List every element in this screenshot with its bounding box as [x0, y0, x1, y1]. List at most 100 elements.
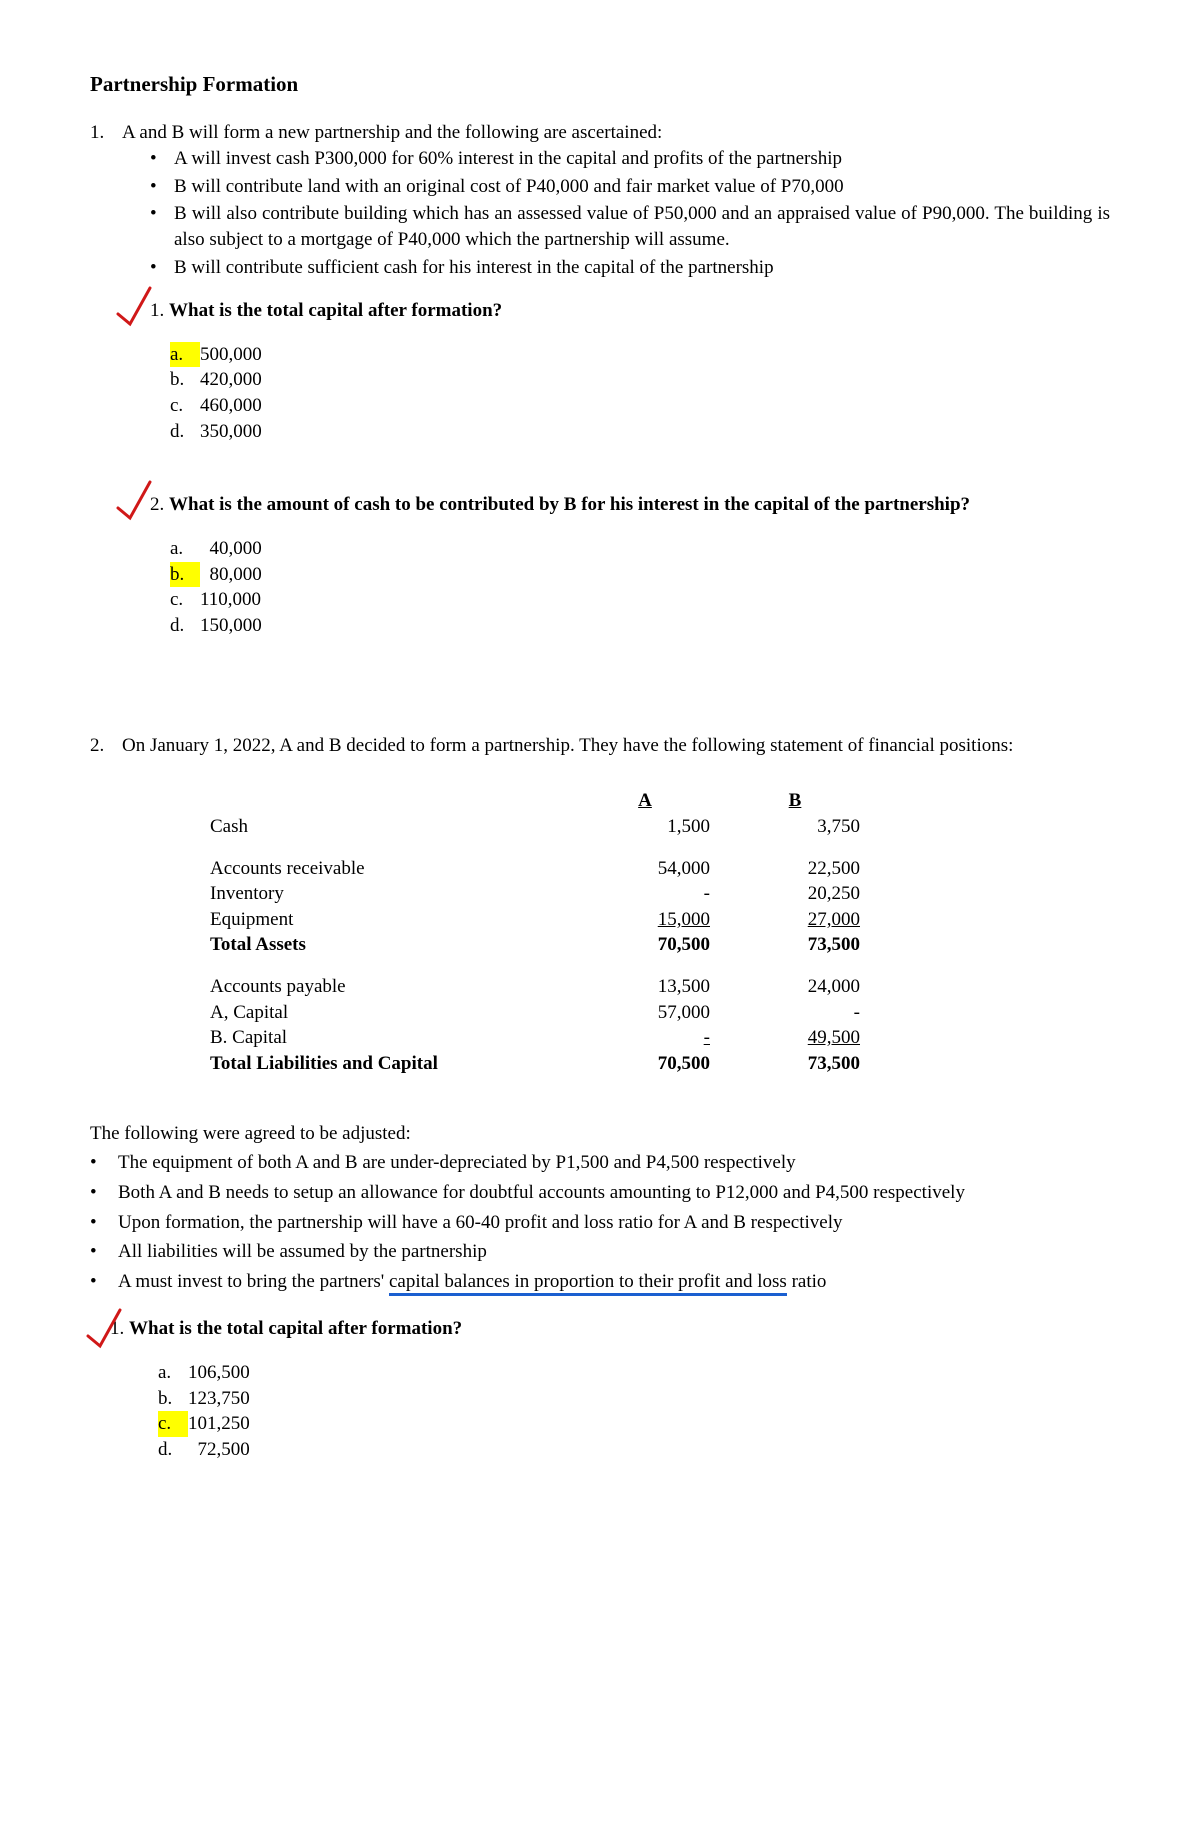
adjustment-text: Both A and B needs to setup an allowance…	[118, 1180, 1110, 1206]
adjustments-list: •The equipment of both A and B are under…	[90, 1150, 1110, 1294]
opt-letter: a.	[170, 342, 200, 368]
table-row: B. Capital-49,500	[210, 1025, 900, 1051]
row-value-b: 22,500	[730, 856, 880, 882]
row-value-a: 13,500	[580, 974, 730, 1000]
row-value-a: 15,000	[580, 907, 730, 933]
col-head-b: B	[730, 788, 880, 814]
row-value-a: -	[580, 1025, 730, 1051]
row-value-b: 49,500	[730, 1025, 880, 1051]
opt-letter: c.	[170, 587, 200, 613]
row-value-b: 73,500	[730, 932, 880, 958]
row-value-b: 3,750	[730, 814, 880, 840]
row-value-b: 24,000	[730, 974, 880, 1000]
opt-letter: c.	[170, 393, 200, 419]
bullet-mark: •	[150, 174, 174, 200]
bullet-mark: •	[90, 1150, 118, 1176]
bullet-mark: •	[90, 1180, 118, 1206]
row-label: Accounts payable	[210, 974, 580, 1000]
table-row: A, Capital57,000-	[210, 1000, 900, 1026]
table-row: Cash1,5003,750	[210, 814, 900, 840]
sub-q-text: What is the total capital after formatio…	[169, 300, 502, 321]
row-value-a: 70,500	[580, 932, 730, 958]
options-1-1: a.500,000 b.420,000 c.460,000 d.350,000	[170, 342, 1110, 445]
question-2-1: 1. What is the total capital after forma…	[110, 1316, 1110, 1342]
checkmark-icon	[82, 1302, 138, 1358]
question-1-2: 2. What is the amount of cash to be cont…	[150, 492, 1110, 518]
row-value-b: 20,250	[730, 881, 880, 907]
bullet-text: B will contribute sufficient cash for hi…	[174, 255, 1110, 281]
table-row: Total Assets70,50073,500	[210, 932, 900, 958]
question-1-1: 1. What is the total capital after forma…	[150, 298, 1110, 324]
bullet-mark: •	[150, 255, 174, 281]
opt-value: 350,000	[200, 419, 262, 445]
row-value-a: 70,500	[580, 1051, 730, 1077]
row-label: B. Capital	[210, 1025, 580, 1051]
checkmark-icon	[112, 474, 168, 530]
opt-letter: c.	[158, 1411, 188, 1437]
opt-value: 106,500	[188, 1360, 250, 1386]
sub-q-text: What is the total capital after formatio…	[129, 1318, 462, 1339]
adjustment-text: All liabilities will be assumed by the p…	[118, 1239, 1110, 1265]
opt-value: 80,000	[200, 562, 262, 588]
problem-1-num: 1.	[90, 120, 122, 638]
row-value-b: 73,500	[730, 1051, 880, 1077]
row-value-a: -	[580, 881, 730, 907]
row-value-a: 1,500	[580, 814, 730, 840]
col-head-a: A	[580, 788, 730, 814]
sub-q-text: What is the amount of cash to be contrib…	[169, 494, 970, 515]
opt-letter: b.	[158, 1386, 188, 1412]
financial-table: A B Cash1,5003,750 Accounts receivable54,…	[210, 788, 900, 1076]
adjustment-text: The equipment of both A and B are under-…	[118, 1150, 1110, 1176]
bullet-mark: •	[90, 1210, 118, 1236]
row-value-a: 57,000	[580, 1000, 730, 1026]
row-value-b: -	[730, 1000, 880, 1026]
problem-1-bullets: •A will invest cash P300,000 for 60% int…	[122, 146, 1110, 280]
opt-letter: d.	[170, 419, 200, 445]
table-row: Accounts receivable54,00022,500	[210, 856, 900, 882]
row-value-a: 54,000	[580, 856, 730, 882]
opt-value: 420,000	[200, 367, 262, 393]
opt-value: 101,250	[188, 1411, 250, 1437]
problem-1-intro: A and B will form a new partnership and …	[122, 120, 1110, 146]
blue-underline: capital balances in proportion to their …	[389, 1271, 787, 1296]
problem-2: 2. On January 1, 2022, A and B decided t…	[90, 733, 1110, 759]
opt-value: 460,000	[200, 393, 262, 419]
problem-2-intro: On January 1, 2022, A and B decided to f…	[122, 733, 1110, 759]
opt-value: 110,000	[200, 587, 261, 613]
opt-letter: a.	[170, 536, 200, 562]
opt-value: 123,750	[188, 1386, 250, 1412]
row-label: Inventory	[210, 881, 580, 907]
table-row: Inventory-20,250	[210, 881, 900, 907]
bullet-mark: •	[90, 1239, 118, 1265]
table-row: Equipment15,00027,000	[210, 907, 900, 933]
adjustment-text: A must invest to bring the partners' cap…	[118, 1269, 1110, 1295]
bullet-mark: •	[150, 201, 174, 252]
adjustments-intro: The following were agreed to be adjusted…	[90, 1121, 1110, 1147]
opt-value: 150,000	[200, 613, 262, 639]
opt-value: 72,500	[188, 1437, 250, 1463]
row-label: Total Liabilities and Capital	[210, 1051, 580, 1077]
row-label: A, Capital	[210, 1000, 580, 1026]
bullet-text: B will also contribute building which ha…	[174, 201, 1110, 252]
page-title: Partnership Formation	[90, 70, 1110, 98]
checkmark-icon	[112, 280, 168, 336]
opt-value: 500,000	[200, 342, 262, 368]
bullet-text: A will invest cash P300,000 for 60% inte…	[174, 146, 1110, 172]
row-label: Equipment	[210, 907, 580, 933]
opt-letter: b.	[170, 562, 200, 588]
problem-1: 1. A and B will form a new partnership a…	[90, 120, 1110, 638]
row-value-b: 27,000	[730, 907, 880, 933]
bullet-mark: •	[150, 146, 174, 172]
table-row: Total Liabilities and Capital70,50073,50…	[210, 1051, 900, 1077]
table-row: Accounts payable13,50024,000	[210, 974, 900, 1000]
opt-letter: d.	[158, 1437, 188, 1463]
options-1-2: a. 40,000 b. 80,000 c.110,000 d.150,000	[170, 536, 1110, 639]
opt-letter: b.	[170, 367, 200, 393]
bullet-mark: •	[90, 1269, 118, 1295]
opt-letter: a.	[158, 1360, 188, 1386]
row-label: Total Assets	[210, 932, 580, 958]
row-label: Accounts receivable	[210, 856, 580, 882]
bullet-text: B will contribute land with an original …	[174, 174, 1110, 200]
opt-value: 40,000	[200, 536, 262, 562]
problem-2-num: 2.	[90, 733, 122, 759]
